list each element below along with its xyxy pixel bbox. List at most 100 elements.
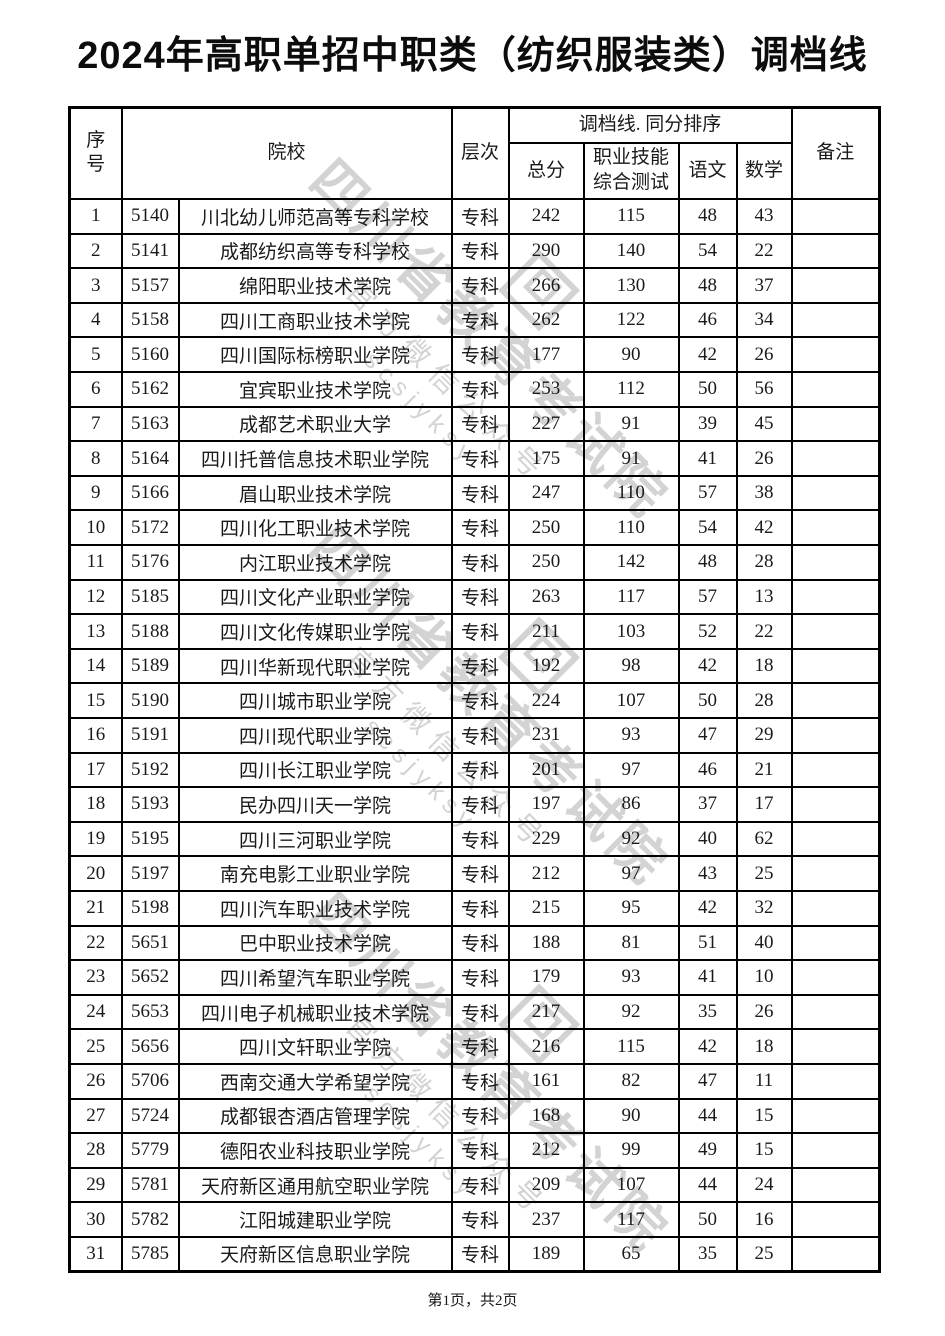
total-score: 224: [507, 682, 585, 719]
level: 专科: [450, 820, 510, 858]
chinese-score: 46: [677, 751, 738, 789]
table-row: 30 5782 江阳城建职业学院 专科 237 117 50 16: [68, 1201, 881, 1238]
math-score: 37: [735, 267, 793, 304]
row-index: 8: [68, 440, 123, 477]
skill-test-score: 93: [582, 959, 680, 996]
table-row: 22 5651 巴中职业技术学院 专科 188 81 51 40: [68, 924, 881, 962]
row-index: 26: [68, 1062, 123, 1100]
header-level: 层次: [450, 106, 510, 201]
school-name: 南充电影工业职业学院: [177, 855, 453, 892]
total-score: 227: [507, 405, 585, 443]
school-name: 眉山职业技术学院: [177, 474, 453, 512]
math-score: 22: [735, 613, 793, 650]
chinese-score: 49: [677, 1132, 738, 1169]
chinese-score: 48: [677, 544, 738, 581]
level: 专科: [450, 198, 510, 235]
skill-test-score: 115: [582, 1028, 680, 1065]
remark: [790, 336, 881, 374]
remark: [790, 1028, 881, 1065]
remark: [790, 1097, 881, 1135]
level: 专科: [450, 1166, 510, 1204]
remark: [790, 1235, 881, 1273]
school-name: 四川工商职业技术学院: [177, 301, 453, 339]
chinese-score: 50: [677, 371, 738, 408]
remark: [790, 267, 881, 304]
skill-test-score: 97: [582, 751, 680, 789]
skill-test-score: 65: [582, 1235, 680, 1273]
remark: [790, 751, 881, 789]
school-code: 5164: [120, 440, 180, 477]
math-score: 15: [735, 1097, 793, 1135]
remark: [790, 198, 881, 235]
math-score: 17: [735, 786, 793, 823]
math-score: 28: [735, 682, 793, 719]
chinese-score: 57: [677, 578, 738, 616]
total-score: 216: [507, 1028, 585, 1065]
school-code: 5651: [120, 924, 180, 962]
school-code: 5157: [120, 267, 180, 304]
chinese-score: 35: [677, 1235, 738, 1273]
total-score: 242: [507, 198, 585, 235]
school-code: 5781: [120, 1166, 180, 1204]
table-row: 3 5157 绵阳职业技术学院 专科 266 130 48 37: [68, 267, 881, 304]
school-code: 5189: [120, 647, 180, 685]
row-index: 19: [68, 820, 123, 858]
level: 专科: [450, 371, 510, 408]
school-name: 四川希望汽车职业学院: [177, 959, 453, 996]
school-code: 5163: [120, 405, 180, 443]
school-name: 四川三河职业学院: [177, 820, 453, 858]
table-row: 23 5652 四川希望汽车职业学院 专科 179 93 41 10: [68, 959, 881, 996]
table-row: 9 5166 眉山职业技术学院 专科 247 110 57 38: [68, 474, 881, 512]
table-row: 28 5779 德阳农业科技职业学院 专科 212 99 49 15: [68, 1132, 881, 1169]
header-row-1: 序 号 院校 层次 调档线. 同分排序 备注: [68, 106, 881, 201]
remark: [790, 544, 881, 581]
level: 专科: [450, 993, 510, 1031]
remark: [790, 924, 881, 962]
school-code: 5188: [120, 613, 180, 650]
row-index: 25: [68, 1028, 123, 1065]
school-code: 5190: [120, 682, 180, 719]
level: 专科: [450, 613, 510, 650]
school-code: 5162: [120, 371, 180, 408]
row-index: 15: [68, 682, 123, 719]
school-code: 5140: [120, 198, 180, 235]
level: 专科: [450, 267, 510, 304]
total-score: 161: [507, 1062, 585, 1100]
header-school: 院校: [120, 106, 453, 201]
chinese-score: 51: [677, 924, 738, 962]
skill-test-score: 86: [582, 786, 680, 823]
math-score: 26: [735, 993, 793, 1031]
row-index: 7: [68, 405, 123, 443]
chinese-score: 50: [677, 1201, 738, 1238]
math-score: 32: [735, 889, 793, 927]
remark: [790, 405, 881, 443]
remark: [790, 959, 881, 996]
total-score: 229: [507, 820, 585, 858]
total-score: 290: [507, 232, 585, 270]
chinese-score: 52: [677, 613, 738, 650]
table-row: 12 5185 四川文化产业职业学院 专科 263 117 57 13: [68, 578, 881, 616]
total-score: 209: [507, 1166, 585, 1204]
table-row: 21 5198 四川汽车职业技术学院 专科 215 95 42 32: [68, 889, 881, 927]
school-code: 5192: [120, 751, 180, 789]
skill-test-score: 91: [582, 405, 680, 443]
header-tiebreak-group: 调档线. 同分排序: [507, 106, 793, 145]
table-row: 7 5163 成都艺术职业大学 专科 227 91 39 45: [68, 405, 881, 443]
remark: [790, 578, 881, 616]
table-row: 18 5193 民办四川天一学院 专科 197 86 37 17: [68, 786, 881, 823]
skill-test-score: 97: [582, 855, 680, 892]
math-score: 38: [735, 474, 793, 512]
level: 专科: [450, 440, 510, 477]
skill-test-score: 110: [582, 474, 680, 512]
remark: [790, 232, 881, 270]
level: 专科: [450, 1028, 510, 1065]
chinese-score: 42: [677, 889, 738, 927]
school-code: 5656: [120, 1028, 180, 1065]
math-score: 62: [735, 820, 793, 858]
school-name: 天府新区信息职业学院: [177, 1235, 453, 1273]
school-code: 5158: [120, 301, 180, 339]
total-score: 217: [507, 993, 585, 1031]
header-skill-test: 职业技能 综合测试: [582, 142, 680, 201]
school-name: 宜宾职业技术学院: [177, 371, 453, 408]
row-index: 4: [68, 301, 123, 339]
